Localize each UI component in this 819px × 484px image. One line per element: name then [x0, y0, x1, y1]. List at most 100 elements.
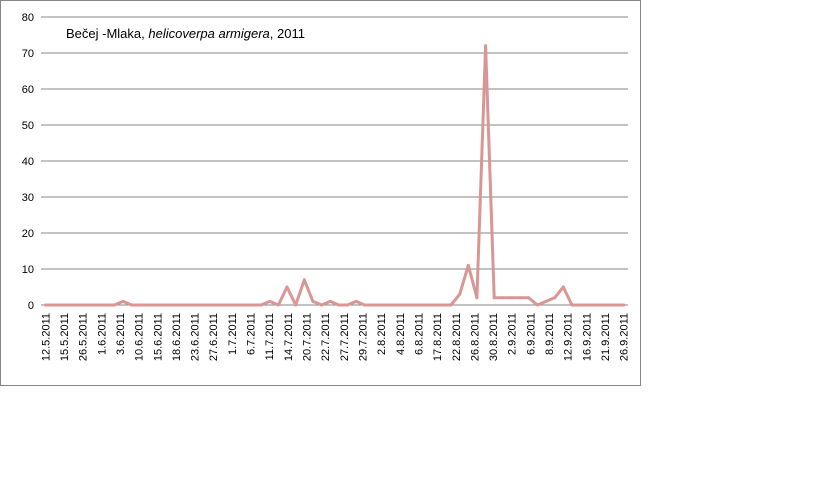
data-point [285, 285, 289, 289]
data-point [579, 303, 582, 307]
x-tick-label: 2.8.2011 [376, 313, 388, 355]
x-tick-label: 2.9.2011 [507, 313, 519, 355]
x-tick-label: 15.5.2011 [59, 313, 71, 361]
data-point [544, 299, 548, 303]
x-tick-label: 27.6.2011 [208, 313, 220, 361]
series-layer [43, 44, 626, 307]
data-point [320, 303, 324, 307]
data-point [475, 296, 479, 300]
data-point [596, 303, 600, 307]
data-point [458, 292, 462, 296]
data-point [440, 303, 444, 307]
data-point [87, 303, 90, 307]
data-point [294, 303, 298, 307]
y-tick-label: 20 [22, 228, 34, 240]
x-tick-label: 27.7.2011 [339, 313, 351, 361]
data-point [43, 303, 47, 307]
chart-title-prefix: Bečej -Mlaka, [66, 26, 148, 41]
x-tick-label: 15.6.2011 [152, 313, 164, 361]
x-tick-label: 23.6.2011 [190, 313, 202, 361]
x-tick-label: 26.5.2011 [78, 313, 90, 361]
x-tick-label: 26.9.2011 [619, 313, 631, 361]
data-point [389, 303, 393, 307]
data-point [527, 296, 531, 300]
data-point [518, 296, 522, 300]
data-point [233, 303, 237, 307]
data-point [164, 303, 168, 307]
x-tick-label: 14.7.2011 [283, 313, 295, 361]
data-point [112, 303, 116, 307]
data-point [363, 303, 367, 307]
data-point [406, 303, 410, 307]
chart-frame: 0 10 20 30 40 50 60 70 80 12.5.2011 15.5.2011 26.5… [0, 0, 641, 386]
x-tick-label: 6.7.2011 [246, 313, 258, 355]
y-tick-label: 50 [22, 120, 34, 132]
line-chart: 0 10 20 30 40 50 60 70 80 12.5.2011 15.5.2011 26.5… [22, 12, 631, 361]
data-point [553, 296, 557, 300]
data-point [397, 303, 401, 307]
x-tick-label: 18.6.2011 [171, 313, 183, 361]
x-tick-label: 4.8.2011 [395, 313, 407, 355]
x-tick-label: 10.6.2011 [134, 313, 146, 361]
data-point [535, 303, 539, 307]
data-point [130, 303, 134, 307]
data-point [225, 303, 229, 307]
data-point [484, 44, 488, 48]
series-line [45, 44, 624, 307]
x-tick-label: 16.9.2011 [581, 313, 593, 361]
data-point [466, 263, 470, 267]
data-point [345, 303, 349, 307]
data-point [78, 303, 82, 307]
x-tick-label: 3.6.2011 [115, 313, 127, 355]
data-point [415, 303, 418, 307]
data-point [328, 299, 332, 303]
data-point [52, 303, 56, 307]
data-point [510, 296, 513, 300]
x-tick-label: 21.9.2011 [600, 313, 612, 361]
data-point [492, 296, 496, 300]
y-axis-ticks: 0 10 20 30 40 50 60 70 80 [22, 12, 34, 312]
chart-title-suffix: , 2011 [270, 26, 305, 41]
x-tick-label: 8.9.2011 [544, 313, 556, 355]
y-tick-label: 0 [28, 300, 34, 312]
data-point [613, 303, 617, 307]
x-tick-label: 6.9.2011 [525, 313, 537, 355]
data-point [268, 299, 272, 303]
x-axis-ticks: 12.5.2011 15.5.2011 26.5.2011 1.6.2011 3.6.2… [40, 313, 630, 361]
data-point [501, 296, 505, 300]
x-tick-label: 17.8.2011 [432, 313, 444, 361]
x-tick-label: 22.8.2011 [451, 313, 463, 361]
data-point [95, 303, 99, 307]
data-point [156, 303, 159, 307]
chart-title-species: helicoverpa armigera [148, 26, 269, 41]
data-point [587, 303, 591, 307]
x-tick-label: 1.7.2011 [227, 313, 239, 355]
data-point [173, 303, 177, 307]
data-point [622, 303, 626, 307]
data-point [432, 303, 436, 307]
data-point [199, 303, 203, 307]
data-point [138, 303, 142, 307]
data-point [561, 285, 565, 289]
data-point [337, 303, 341, 307]
data-point [604, 303, 608, 307]
data-point [216, 303, 220, 307]
data-point [371, 303, 375, 307]
x-tick-label: 22.7.2011 [320, 313, 332, 361]
data-point [354, 299, 358, 303]
y-tick-label: 80 [22, 12, 34, 24]
data-point [147, 303, 151, 307]
data-point [190, 303, 194, 307]
data-point [104, 303, 108, 307]
data-point [242, 303, 246, 307]
x-tick-label: 6.8.2011 [414, 313, 426, 355]
data-point [380, 303, 384, 307]
data-point [251, 303, 254, 307]
data-point [423, 303, 427, 307]
x-tick-label: 12.9.2011 [563, 313, 575, 361]
x-tick-label: 30.8.2011 [488, 313, 500, 361]
x-tick-label: 12.5.2011 [40, 313, 52, 361]
x-tick-label: 29.7.2011 [358, 313, 370, 361]
data-point [69, 303, 73, 307]
y-tick-label: 60 [22, 84, 34, 96]
